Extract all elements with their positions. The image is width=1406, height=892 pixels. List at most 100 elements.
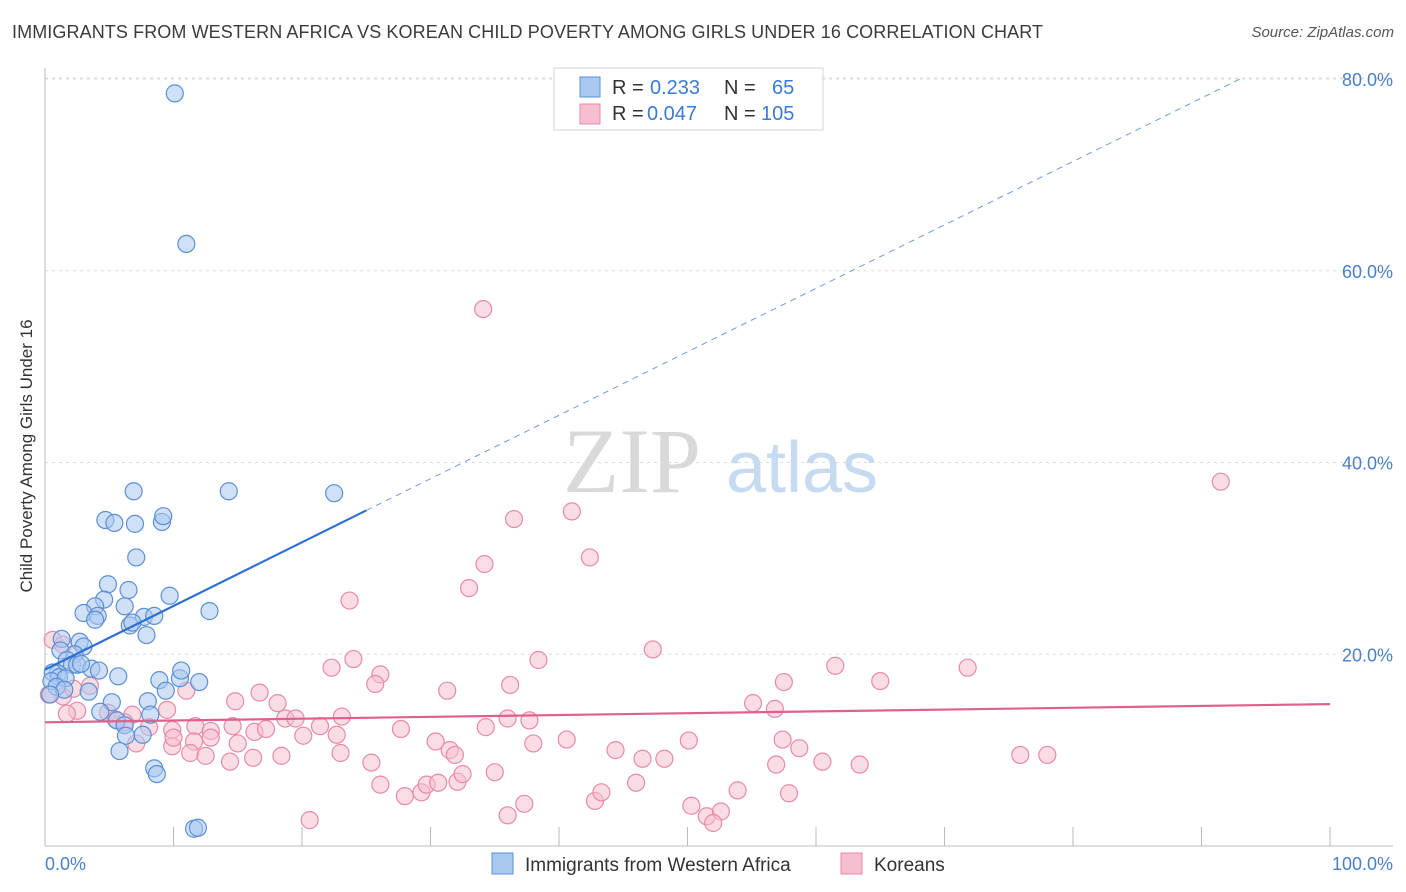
data-point (453, 764, 472, 784)
data-point (774, 672, 793, 692)
legend: R = 0.233 N = 65 R = 0.047 N = 105 (553, 67, 824, 131)
data-point (119, 580, 138, 600)
legend-n-value-2: 105 (761, 103, 794, 125)
y-axis-label: Child Poverty Among Girls Under 16 (17, 319, 36, 592)
data-point (438, 681, 457, 700)
data-point (592, 783, 611, 802)
y-tick-label: 80.0% (1342, 70, 1393, 90)
data-point (426, 732, 445, 751)
data-point (300, 811, 319, 830)
source-credit: Source: ZipAtlas.com (1251, 24, 1394, 41)
data-point (501, 675, 520, 695)
data-point (124, 482, 143, 501)
data-point (743, 694, 763, 713)
data-point (165, 84, 184, 103)
data-point (765, 699, 784, 718)
data-point (445, 745, 465, 765)
data-point (850, 755, 869, 774)
data-point (515, 794, 534, 813)
data-point (177, 234, 196, 254)
data-point (188, 818, 208, 837)
data-point (196, 746, 215, 765)
data-point (79, 682, 98, 701)
data-point (606, 741, 625, 760)
data-point (160, 586, 179, 605)
x-tick-label-max: 100.0% (1332, 854, 1393, 874)
data-point (57, 704, 76, 723)
data-point (1211, 472, 1230, 491)
data-point (220, 752, 240, 771)
data-point (172, 661, 191, 680)
data-point (655, 749, 674, 768)
data-point (141, 705, 160, 724)
legend-r-value-2: 0.047 (647, 103, 697, 125)
data-point (110, 741, 129, 761)
data-point (228, 734, 247, 753)
trend-lines (44, 78, 1331, 724)
data-point (475, 555, 494, 574)
bottom-legend: Immigrants from Western Africa Koreans (491, 852, 945, 876)
y-tick-labels: 20.0% 40.0% 60.0% 80.0% (1342, 70, 1393, 665)
y-tick-label: 60.0% (1342, 262, 1393, 282)
series-immigrants-western-africa (41, 84, 344, 838)
data-point (294, 726, 313, 745)
data-point (89, 661, 109, 680)
data-point (790, 739, 809, 758)
data-point (157, 700, 177, 719)
data-point (98, 575, 118, 594)
data-point (1011, 745, 1030, 765)
data-point (181, 743, 200, 763)
data-point (682, 796, 701, 815)
data-point (476, 718, 495, 737)
watermark: ZIP atlas (563, 410, 878, 512)
data-point (1038, 745, 1057, 765)
data-point (633, 749, 652, 768)
data-point (127, 548, 146, 567)
legend-n-label-2: N = (724, 103, 756, 125)
data-point (504, 509, 524, 529)
data-point (557, 730, 576, 749)
bottom-legend-label-blue: Immigrants from Western Africa (525, 855, 791, 876)
data-point (626, 773, 646, 792)
data-point (773, 730, 792, 749)
data-point (256, 719, 276, 739)
data-point (498, 709, 517, 728)
data-point (344, 649, 363, 669)
data-point (154, 507, 173, 526)
data-point (125, 514, 145, 533)
legend-r-label-2: R = (612, 103, 644, 125)
data-point (86, 610, 105, 629)
data-point (322, 658, 341, 677)
legend-n-label-1: N = (724, 77, 756, 99)
data-point (147, 764, 166, 784)
trend-line-pink (44, 703, 1331, 724)
data-point (272, 746, 291, 765)
data-point (115, 597, 134, 616)
data-point (219, 482, 238, 501)
data-point (498, 806, 517, 825)
legend-r-value-1: 0.233 (650, 77, 700, 99)
data-point (91, 702, 110, 721)
data-point (958, 658, 977, 677)
watermark-zip: ZIP (563, 410, 701, 512)
data-point (332, 707, 351, 726)
data-point (71, 654, 91, 673)
data-point (327, 725, 346, 744)
data-point (244, 748, 263, 767)
data-point (268, 694, 287, 713)
legend-r-label-1: R = (612, 77, 644, 99)
data-point (826, 656, 845, 675)
data-point (485, 763, 504, 782)
data-point (200, 602, 219, 621)
data-point (580, 548, 599, 567)
data-point (395, 787, 414, 806)
bottom-legend-swatch-blue (491, 852, 514, 875)
series-koreans (39, 300, 1230, 833)
data-point (201, 728, 220, 747)
bottom-legend-label-pink: Koreans (874, 855, 945, 876)
data-point (728, 781, 747, 800)
watermark-atlas: atlas (726, 428, 878, 508)
chart-title: IMMIGRANTS FROM WESTERN AFRICA VS KOREAN… (12, 22, 1044, 42)
data-point (871, 671, 890, 691)
